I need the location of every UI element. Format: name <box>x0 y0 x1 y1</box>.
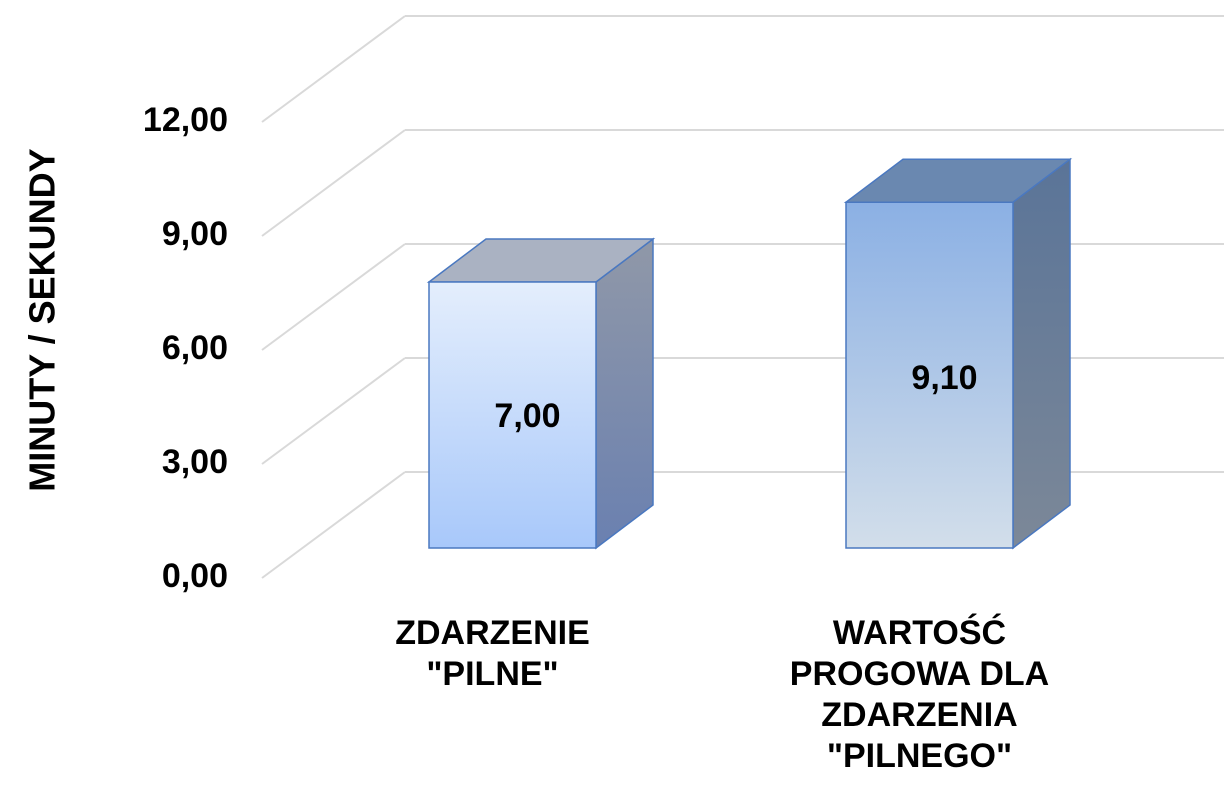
bar <box>426 237 656 550</box>
y-tick-label: 12,00 <box>143 101 228 139</box>
bar-front <box>845 201 1014 549</box>
bar <box>843 157 1073 550</box>
grid-line <box>261 357 406 465</box>
y-axis-title: MINUTY / SEKUNDY <box>22 148 63 491</box>
value-label: 7,00 <box>494 397 560 435</box>
y-tick-label: 6,00 <box>162 329 228 367</box>
grid-line <box>261 15 406 123</box>
x-tick-label: WARTOŚĆ PROGOWA DLA ZDARZENIA "PILNEGO" <box>789 614 1050 775</box>
y-tick-label: 3,00 <box>162 443 228 481</box>
y-tick-label: 0,00 <box>162 557 228 595</box>
bar-side <box>595 237 654 550</box>
grid-line <box>261 471 406 579</box>
bar-side <box>1012 157 1071 550</box>
value-label: 9,10 <box>911 359 977 397</box>
x-tick-label: ZDARZENIE "PILNE" <box>395 614 590 693</box>
y-tick-label: 9,00 <box>162 215 228 253</box>
grid-line <box>261 243 406 351</box>
bar-front <box>428 281 597 549</box>
grid-line <box>261 129 406 237</box>
